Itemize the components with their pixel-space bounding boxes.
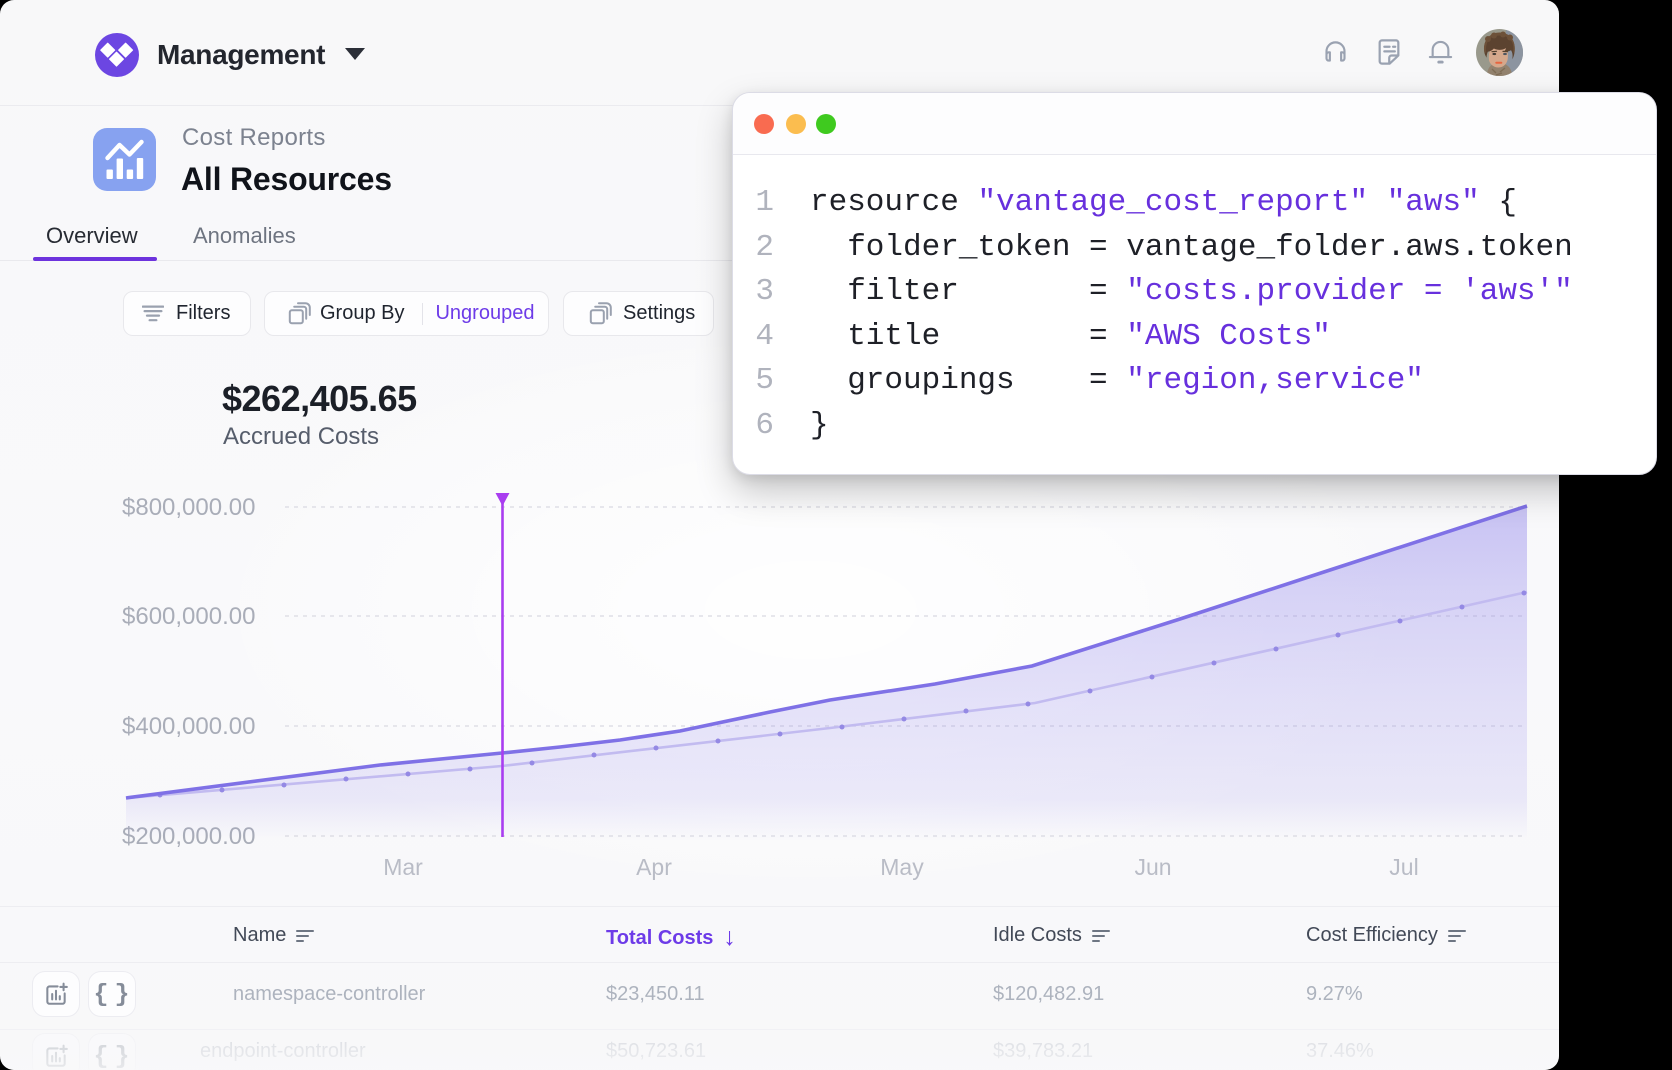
svg-text:Jul: Jul <box>1389 854 1418 880</box>
svg-text:$600,000.00: $600,000.00 <box>122 603 255 630</box>
svg-text:$800,000.00: $800,000.00 <box>122 494 255 521</box>
svg-text:Jun: Jun <box>1134 854 1171 880</box>
svg-text:Apr: Apr <box>636 854 672 880</box>
svg-text:Mar: Mar <box>383 854 423 880</box>
svg-text:$400,000.00: $400,000.00 <box>122 713 255 740</box>
svg-text:May: May <box>880 854 924 880</box>
